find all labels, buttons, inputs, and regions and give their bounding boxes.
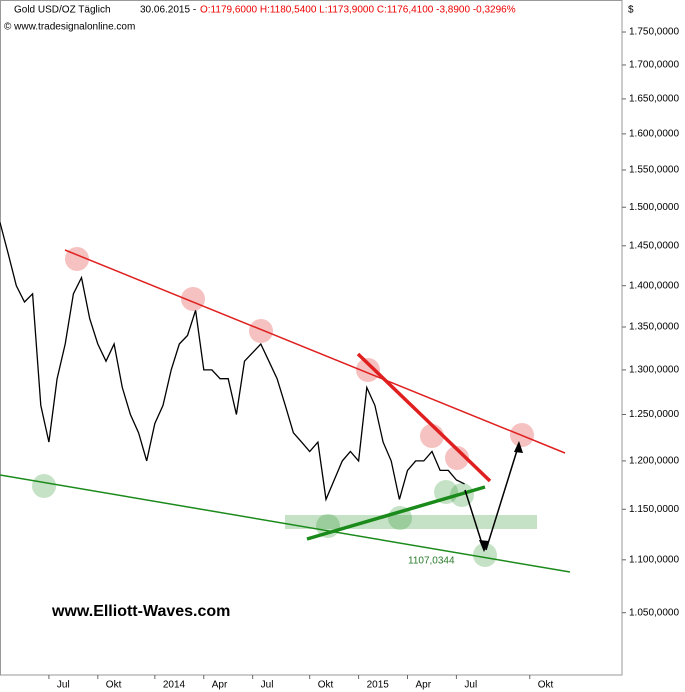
y-tick-label: 1.750,0000 — [629, 27, 679, 38]
support-trendline — [306, 485, 486, 541]
y-tick-label: 1.250,0000 — [629, 409, 679, 420]
x-tick-label: Okt — [106, 680, 122, 691]
arrow-heads — [479, 441, 523, 552]
y-tick-label: 1.350,0000 — [629, 322, 679, 333]
y-tick-label: 1.200,0000 — [629, 456, 679, 467]
y-tick-label: 1.150,0000 — [629, 504, 679, 515]
y-tick-label: 1.550,0000 — [629, 165, 679, 176]
x-tick-label: Okt — [538, 680, 554, 691]
x-tick-label: Jul — [57, 680, 70, 691]
x-tick-label: Okt — [318, 680, 334, 691]
support-circles — [32, 474, 497, 567]
annotation: 1107,0344 — [408, 556, 455, 567]
lower-trendline — [0, 474, 571, 573]
plot-area — [0, 0, 623, 676]
source: © www.tradesignalonline.com — [4, 22, 135, 33]
y-tick-label: 1.600,0000 — [629, 129, 679, 140]
y-tick-label: 1.700,0000 — [629, 60, 679, 71]
x-tick-label: Jul — [464, 680, 477, 691]
quote: O:1179,6000 H:1180,5400 L:1173,9000 C:11… — [200, 5, 516, 16]
watermark: www.Elliott-Waves.com — [51, 603, 230, 620]
upper-trendline — [64, 249, 566, 454]
y-tick-label: 1.050,0000 — [629, 607, 679, 618]
date: 30.06.2015 - — [140, 5, 196, 16]
y-tick-label: 1.400,0000 — [629, 280, 679, 291]
annotations — [0, 247, 571, 573]
projection-arrows — [464, 443, 520, 551]
price-line — [0, 222, 465, 502]
x-tick-label: 2014 — [163, 680, 186, 691]
short-trendline — [356, 352, 492, 483]
y-tick-label: 1.450,0000 — [629, 240, 679, 251]
resistance-circles — [65, 247, 534, 470]
y-tick-label: 1.300,0000 — [629, 365, 679, 376]
x-tick-label: Jul — [261, 680, 274, 691]
y-unit: $ — [628, 5, 634, 16]
y-tick-label: 1.100,0000 — [629, 554, 679, 565]
instrument: Gold USD/OZ Täglich — [14, 5, 111, 16]
x-tick-label: Apr — [416, 680, 432, 691]
x-tick-label: 2015 — [367, 680, 390, 691]
x-tick-label: Apr — [212, 680, 228, 691]
y-tick-label: 1.650,0000 — [629, 94, 679, 105]
y-tick-label: 1.500,0000 — [629, 202, 679, 213]
